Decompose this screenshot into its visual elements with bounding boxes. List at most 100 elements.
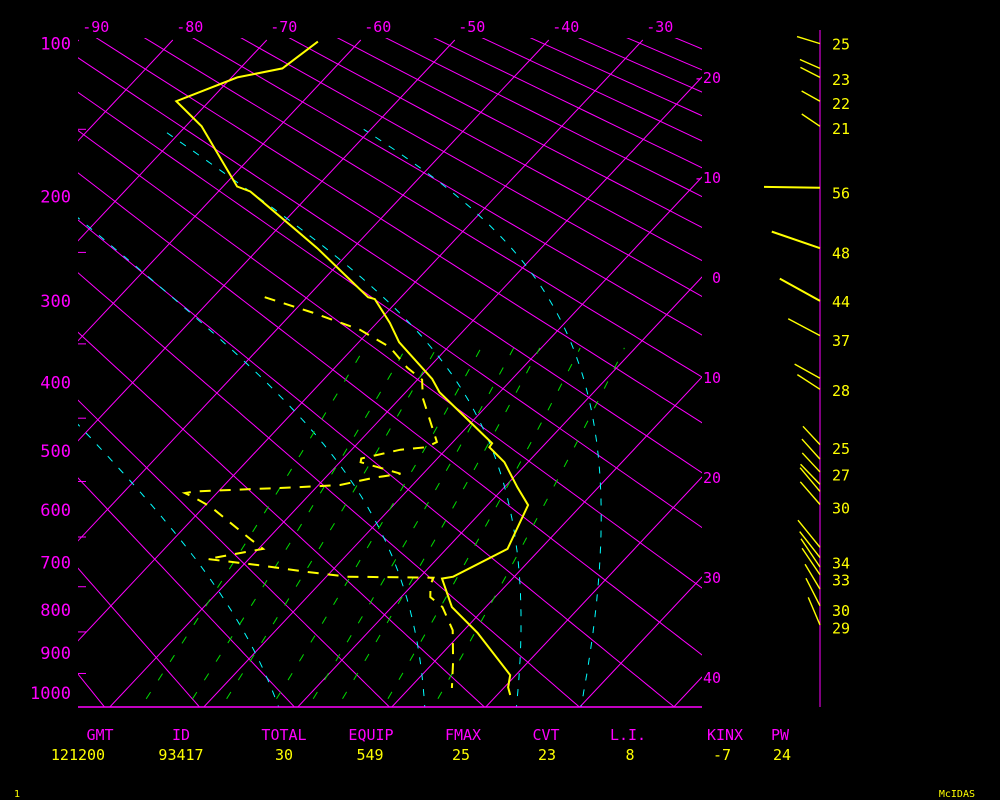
stat-value: 121200 (51, 746, 105, 764)
wind-stick (794, 363, 821, 379)
pressure-tick-label: 600 (40, 501, 71, 521)
pressure-tick-label: 300 (40, 292, 71, 312)
top-temperature-tick-label: -40 (552, 18, 579, 36)
wind-stick (800, 463, 821, 485)
wind-stick (807, 597, 821, 626)
isotherm-line (768, 40, 1000, 707)
dry-adiabat-line (78, 272, 581, 707)
top-temperature-tick-label: -60 (364, 18, 391, 36)
wind-speed-label: 34 (832, 555, 850, 573)
stat-value: 25 (452, 746, 470, 764)
wind-stick (799, 531, 821, 558)
wind-stick (801, 452, 821, 473)
mixing-ratio-line (437, 347, 625, 700)
right-temperature-tick-label: -20 (694, 69, 721, 87)
stat-value: 23 (538, 746, 556, 764)
wind-stick (787, 318, 821, 337)
sounding-profiles (174, 40, 530, 696)
wind-stick (801, 438, 821, 460)
wind-stick (801, 90, 821, 102)
top-temperature-tick-label: -50 (458, 18, 485, 36)
frame-number: 1 (14, 789, 20, 800)
stat-value: 30 (275, 746, 293, 764)
wind-stick (796, 374, 821, 390)
wind-stick (799, 481, 821, 505)
wind-stick (796, 35, 821, 45)
dry-adiabat-line (78, 477, 296, 707)
dry-adiabat-line (0, 1, 16, 716)
wind-speed-label: 48 (832, 244, 850, 262)
stat-header: TOTAL (261, 726, 306, 744)
mixing-ratio-line (276, 347, 482, 700)
wind-stick (779, 277, 821, 302)
dry-adiabat-line (95, 38, 702, 424)
dry-adiabat-line (481, 38, 702, 142)
isotherm-line (862, 40, 1000, 707)
pressure-tick-label: 800 (40, 601, 71, 621)
wind-stick (802, 425, 821, 446)
stat-value: -7 (713, 746, 731, 764)
wind-speed-label: 21 (832, 120, 850, 138)
dry-adiabat-line (577, 38, 702, 93)
mixing-ratio-line (192, 347, 407, 700)
wind-stick (801, 547, 821, 576)
right-temperature-tick-label: -10 (694, 169, 721, 187)
dry-adiabat-line (78, 129, 702, 589)
right-temperature-tick-label: 0 (712, 269, 721, 287)
dry-adiabat-line (143, 38, 702, 378)
diagram-grid (0, 1, 1000, 716)
top-temperature-tick-label: -80 (176, 18, 203, 36)
wind-stick (799, 467, 821, 492)
mixing-ratio-line (342, 347, 541, 700)
wind-speed-label: 25 (832, 440, 850, 458)
isotherm-line (485, 476, 702, 707)
wind-speed-label: 27 (832, 466, 850, 484)
mcidas-logo-text: McIDAS (939, 789, 975, 800)
moist-adiabat-line (363, 128, 602, 707)
wind-speed-label: 22 (832, 95, 850, 113)
wind-speed-label: 33 (832, 572, 850, 590)
pressure-tick-label: 1000 (30, 684, 71, 704)
moist-adiabat-line (161, 128, 522, 707)
moist-adiabat-line (78, 423, 280, 707)
dry-adiabat-line (78, 399, 391, 707)
dry-adiabat-line (78, 91, 702, 529)
right-temperature-tick-label: 20 (703, 469, 721, 487)
dry-adiabat-line (336, 38, 702, 229)
wind-speed-label: 30 (832, 499, 850, 517)
stat-value: 24 (773, 746, 791, 764)
wind-speed-label: 23 (832, 71, 850, 89)
wind-speed-label: 37 (832, 332, 850, 350)
isotherm-line (109, 76, 702, 707)
isotherm-line (579, 576, 702, 707)
wind-stick (799, 58, 821, 70)
stat-header: FMAX (445, 726, 481, 744)
dry-adiabat-line (78, 57, 702, 474)
right-temperature-tick-label: 40 (703, 669, 721, 687)
wind-stick (797, 519, 821, 548)
isotherm-line (78, 39, 550, 542)
wind-stick (763, 185, 821, 189)
wind-speed-label: 29 (832, 620, 850, 638)
stat-header: KINX (707, 726, 743, 744)
stat-header: EQUIP (348, 726, 393, 744)
wind-stick (805, 577, 821, 607)
mixing-ratio-line (226, 347, 437, 700)
stat-header: ID (172, 726, 190, 744)
stat-header: CVT (532, 726, 559, 744)
mixing-ratio-line (312, 347, 515, 700)
wind-stick (804, 563, 821, 590)
stat-header: L.I. (610, 726, 646, 744)
wind-speed-label: 44 (832, 293, 850, 311)
wind-stick (800, 66, 821, 79)
pressure-tick-label: 400 (40, 374, 71, 394)
dry-adiabat-line (78, 567, 201, 707)
pressure-tick-label: 700 (40, 554, 71, 574)
right-temperature-tick-label: 10 (703, 369, 721, 387)
wind-speed-label: 25 (832, 36, 850, 54)
pressure-tick-label: 200 (40, 187, 71, 207)
wind-stick (800, 538, 821, 568)
